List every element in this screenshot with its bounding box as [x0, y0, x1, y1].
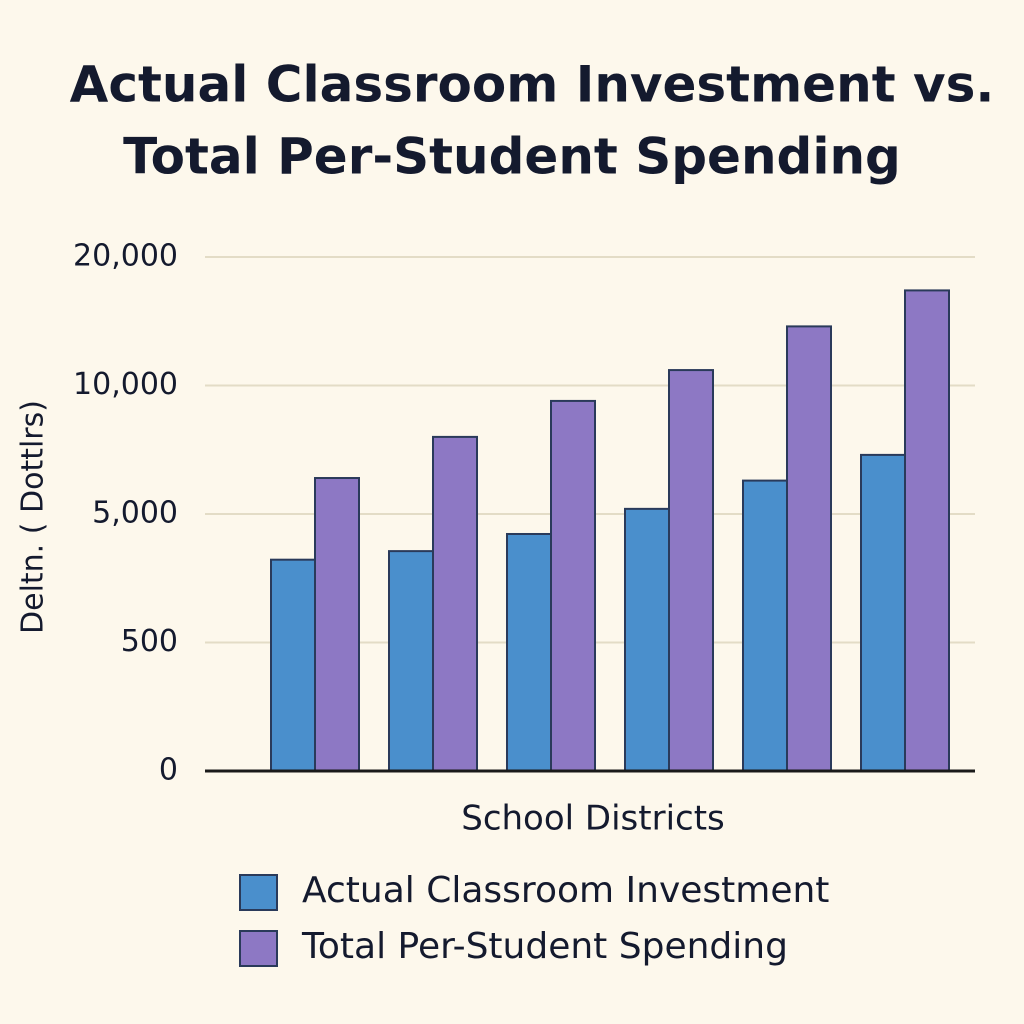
bar — [270, 558, 316, 773]
legend-label: Actual Classroom Investment — [302, 870, 829, 911]
legend-swatch — [239, 874, 278, 911]
y-tick-label: 500 — [121, 624, 178, 659]
bar — [314, 477, 360, 772]
bar — [742, 479, 788, 772]
legend-swatch — [239, 930, 278, 967]
bar — [550, 399, 596, 772]
bar — [432, 435, 478, 772]
bar — [668, 369, 714, 772]
bar — [506, 532, 552, 772]
x-axis-label: School Districts — [461, 799, 725, 839]
chart-title: Actual Classroom Investment vs. — [70, 56, 995, 114]
y-tick-label: 20,000 — [73, 239, 178, 274]
legend-label: Total Per-Student Spending — [301, 926, 788, 967]
y-tick-label: 0 — [159, 753, 178, 788]
bar — [624, 507, 670, 772]
bar — [904, 289, 950, 772]
bar — [860, 453, 906, 772]
bar — [388, 550, 434, 772]
bar — [786, 325, 832, 772]
y-tick-label: 5,000 — [92, 496, 178, 531]
chart-title: Total Per-Student Spending — [123, 128, 901, 186]
y-tick-label: 10,000 — [73, 367, 178, 402]
y-axis-label: Deltn. ( Dottlrs) — [16, 400, 51, 634]
